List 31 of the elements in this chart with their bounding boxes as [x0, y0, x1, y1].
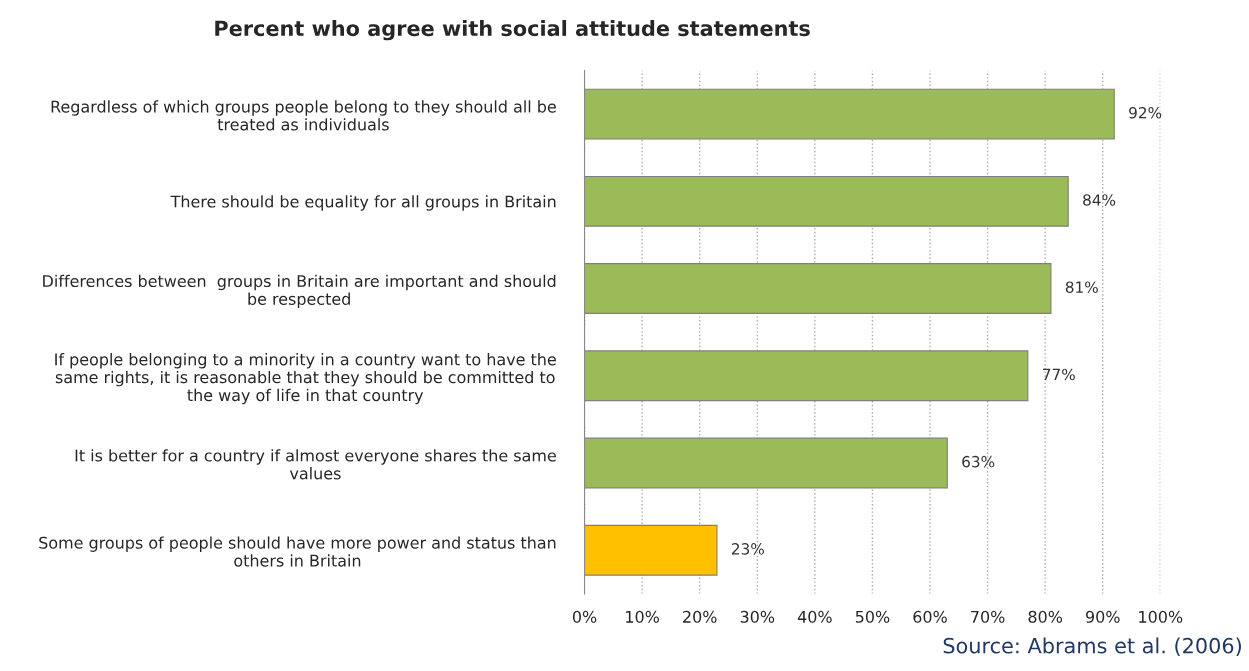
data-label: 84%: [1083, 194, 1116, 206]
x-tick-label: 10%: [626, 610, 659, 623]
data-label: 63%: [962, 455, 995, 468]
x-tick-label: 90%: [1086, 610, 1120, 623]
data-label: 23%: [731, 543, 764, 555]
bar: [584, 524, 718, 576]
source-note: Source: Abrams et al. (2006): [943, 637, 1241, 656]
x-tick-label: 70%: [971, 610, 1005, 623]
y-tick-label: There should be equality for all groups in Britain: [170, 195, 556, 211]
y-tick-label: Some groups of people should have more power and status than others in Britain: [39, 536, 556, 567]
x-tick-label: 30%: [740, 610, 775, 623]
data-label: 81%: [1065, 281, 1098, 293]
bar: [584, 175, 1069, 227]
x-tick-label: 100%: [1139, 610, 1183, 623]
x-tick-label: 80%: [1028, 610, 1063, 623]
bar: [584, 88, 1115, 140]
bar: [584, 350, 1029, 402]
y-tick-label: Regardless of which groups people belong to they should all be treated as individuals: [51, 100, 556, 131]
y-tick-label: If people belonging to a minority in a country want to have the same rights, it is reasonable that they should be committed to the way of life in that country: [55, 353, 556, 405]
y-tick-label: Differences between groups in Britain are important and should be respected: [43, 274, 556, 309]
x-tick-label: 40%: [797, 610, 832, 623]
bar: [584, 437, 948, 489]
x-tick-label: 0%: [572, 610, 597, 623]
x-tick-label: 60%: [913, 610, 947, 623]
data-label: 92%: [1129, 106, 1162, 119]
y-tick-label: It is better for a country if almost everyone shares the same values: [75, 449, 556, 480]
x-tick-label: 50%: [855, 610, 890, 623]
x-tick-label: 20%: [683, 610, 717, 623]
chart-title: Percent who agree with social attitude statements: [215, 20, 810, 41]
bar: [584, 263, 1052, 314]
data-label: 77%: [1043, 368, 1075, 381]
